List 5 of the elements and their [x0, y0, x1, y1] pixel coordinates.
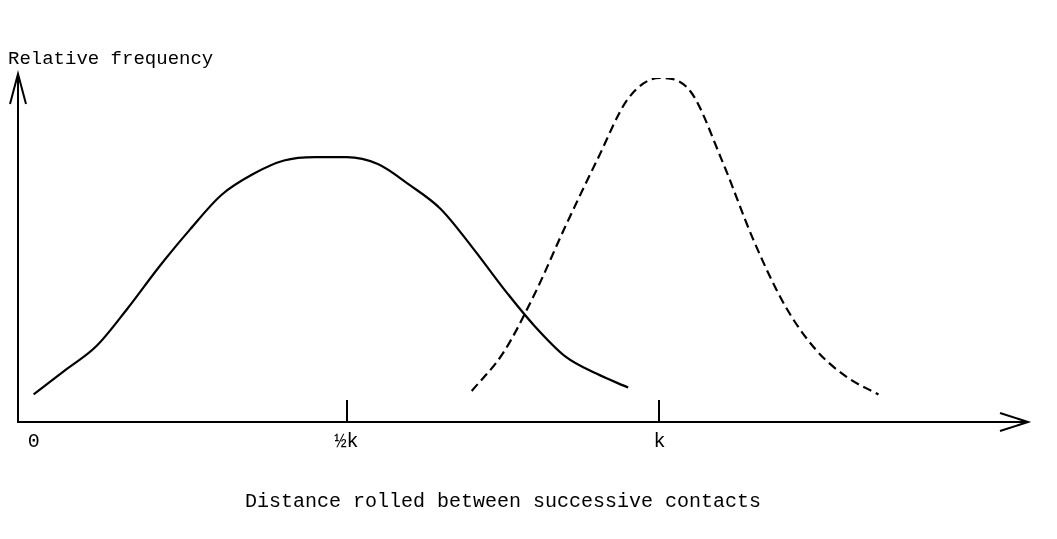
x-tick-label: k [653, 430, 666, 454]
y-axis-title: Relative frequency [8, 47, 214, 70]
x-tick-label: 0 [27, 430, 40, 454]
x-axis-title: Distance rolled between successive contacts [244, 490, 762, 514]
x-tick-label: ½k [334, 430, 359, 454]
